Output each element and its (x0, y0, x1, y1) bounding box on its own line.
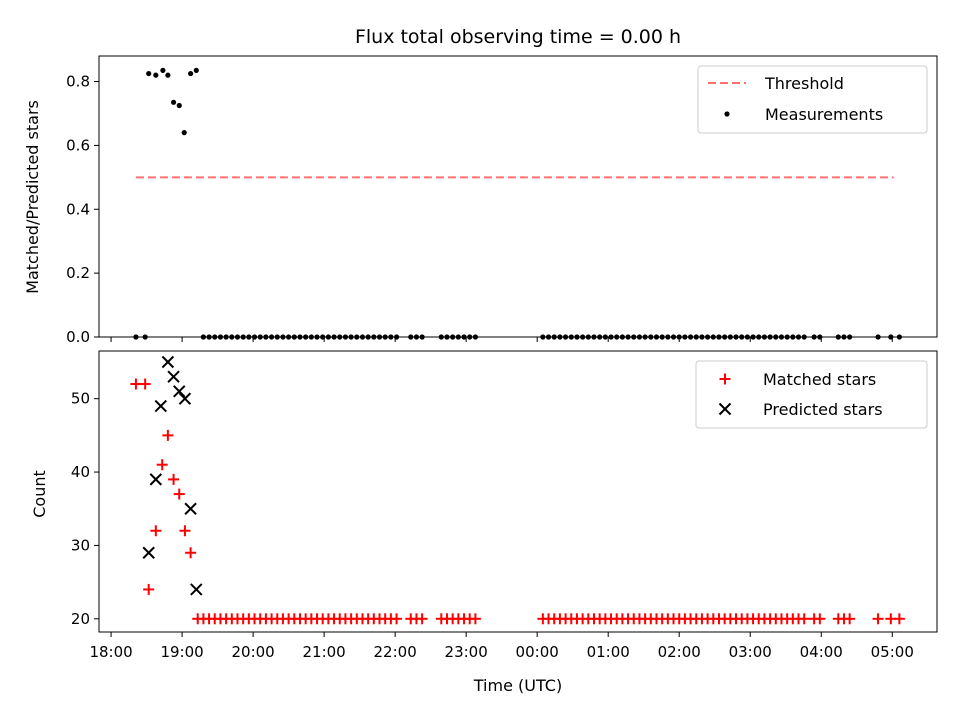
matched-star-point (156, 459, 168, 471)
measurement-point (188, 70, 194, 77)
measurement-point (146, 70, 152, 77)
x-tick-label: 01:00 (587, 643, 630, 661)
chart-title: Flux total observing time = 0.00 h (355, 26, 681, 48)
predicted-star-point (149, 473, 163, 486)
legend-measurements-label: Measurements (765, 105, 883, 124)
measurement-point (160, 67, 166, 73)
legend-threshold-label: Threshold (764, 74, 844, 93)
bottom-legend: Matched stars Predicted stars (695, 360, 928, 429)
bottom-legend-box (695, 360, 928, 429)
x-tick-label: 05:00 (871, 643, 914, 661)
matched-star-point (798, 613, 810, 625)
matched-star-point (185, 547, 197, 559)
matched-star-point (150, 525, 162, 537)
predicted-star-point (167, 370, 180, 383)
top-axes-frame (98, 55, 938, 338)
matched-star-point (139, 378, 151, 390)
matched-star-point (173, 488, 185, 500)
x-tick-label: 23:00 (445, 643, 488, 661)
bottom-y-tick-label: 40 (71, 463, 90, 481)
x-tick-label: 22:00 (374, 643, 417, 661)
bottom-y-axis-label: Count (30, 470, 49, 518)
legend-matched-label: Matched stars (763, 370, 876, 389)
legend-predicted-label: Predicted stars (763, 400, 883, 419)
top-y-ticks: 0.0 0.2 0.4 0.6 0.8 (66, 73, 99, 346)
top-y-tick-label: 0.8 (66, 73, 90, 91)
measurement-point (181, 130, 187, 136)
bottom-y-tick-label: 20 (71, 610, 90, 628)
x-tick-label: 18:00 (89, 643, 132, 661)
matched-star-point (893, 613, 905, 625)
bottom-y-tick-label: 30 (71, 536, 90, 554)
top-y-axis-label: Matched/Predicted stars (23, 100, 42, 294)
predicted-star-point (161, 355, 175, 369)
x-tick-label: 03:00 (729, 643, 772, 661)
predicted-star-point (142, 546, 155, 559)
measurement-point (193, 67, 199, 73)
top-y-tick-label: 0.2 (66, 264, 90, 282)
matched-star-point (179, 525, 191, 537)
x-tick-label: 02:00 (658, 643, 701, 661)
matched-star-point (162, 429, 174, 441)
matched-star-point (391, 613, 403, 625)
top-y-tick-label: 0.0 (66, 328, 90, 346)
predicted-star-point (178, 392, 192, 405)
x-tick-label: 20:00 (231, 643, 274, 661)
top-y-tick-label: 0.4 (66, 200, 90, 218)
predicted-star-point (190, 583, 203, 596)
x-tick-label: 00:00 (516, 643, 559, 661)
measurement-point (153, 72, 159, 78)
measurement-point (170, 99, 177, 105)
legend-predicted-marker (718, 402, 732, 416)
x-axis-label: Time (UTC) (473, 676, 562, 695)
matched-star-point (844, 613, 856, 625)
x-tick-label: 21:00 (303, 643, 346, 661)
matched-star-point (168, 473, 180, 485)
bottom-y-ticks: 20 30 40 50 (71, 390, 99, 628)
legend-matched-marker (719, 373, 731, 385)
matched-star-point (872, 613, 884, 625)
measurement-point (165, 72, 171, 78)
bottom-axes-frame (98, 350, 938, 633)
top-legend-box (697, 65, 928, 134)
bottom-plot-area (130, 355, 905, 625)
top-legend: Threshold Measurements (697, 65, 928, 134)
x-tick-label: 04:00 (800, 643, 843, 661)
matched-star-point (469, 613, 481, 625)
x-tick-label: 19:00 (160, 643, 203, 661)
matched-star-point (143, 583, 155, 595)
matched-star-point (130, 378, 142, 390)
top-y-tick-label: 0.6 (66, 136, 90, 154)
predicted-star-point (184, 502, 197, 515)
matched-star-point (416, 613, 428, 625)
matched-star-point (814, 613, 826, 625)
bottom-x-ticks: 18:00 19:00 20:00 21:00 22:00 23:00 00:00 01:00… (89, 632, 914, 661)
measurement-point (176, 102, 182, 109)
predicted-star-point (154, 399, 167, 413)
legend-measurements-marker (724, 111, 730, 117)
bottom-y-tick-label: 50 (71, 390, 90, 408)
predicted-star-point (173, 385, 186, 398)
